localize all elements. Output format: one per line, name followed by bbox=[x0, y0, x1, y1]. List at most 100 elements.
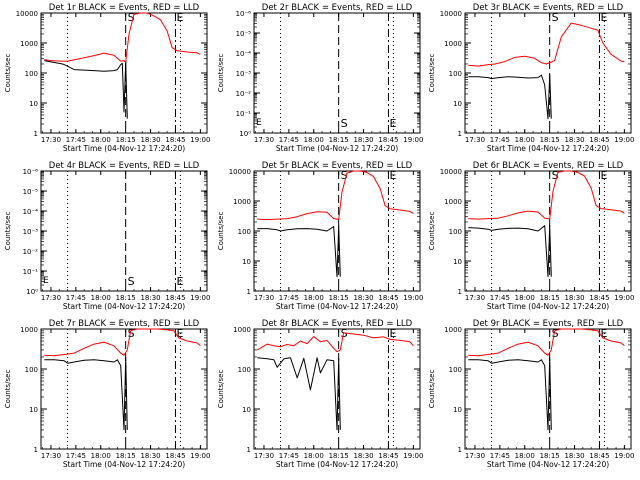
y-tick-label: 100 bbox=[238, 366, 251, 374]
x-tick-label: 17:30 bbox=[41, 452, 61, 460]
panel-det-2: Det 2r BLACK = Events, RED = LLD 17:30 17:… bbox=[217, 3, 423, 153]
marker-s: S bbox=[128, 275, 135, 288]
panel-det-4: Det 4r BLACK = Events, RED = LLD 17:30 17:… bbox=[4, 161, 210, 311]
x-tick-label: 17:30 bbox=[465, 136, 485, 144]
x-tick-label: 18:15 bbox=[329, 452, 349, 460]
panel-title: Det 9r BLACK = Events, RED = LLD bbox=[473, 319, 624, 329]
x-tick-label: 18:00 bbox=[515, 136, 535, 144]
marker-e: E bbox=[176, 11, 183, 24]
events-series-line bbox=[257, 225, 341, 278]
panel-det-3: Det 3r BLACK = Events, RED = LLD 17:30 17:… bbox=[428, 3, 634, 153]
y-tick-label: 1000 bbox=[20, 40, 38, 48]
y-axis-label: Counts/sec bbox=[217, 212, 225, 251]
y-tick-label: 1 bbox=[458, 446, 462, 454]
x-tick-label: 18:00 bbox=[515, 294, 535, 302]
y-tick-label: 10⁰ bbox=[239, 130, 251, 138]
x-tick-label: 18:15 bbox=[540, 294, 560, 302]
x-tick-label: 17:45 bbox=[279, 452, 299, 460]
x-tick-label: 18:45 bbox=[378, 452, 398, 460]
x-tick-label: 17:45 bbox=[490, 452, 510, 460]
y-axis-label: Counts/sec bbox=[217, 370, 225, 409]
marker-e: E bbox=[176, 275, 183, 288]
x-tick-label: 18:15 bbox=[540, 452, 560, 460]
y-tick-label: 10⁻⁴ bbox=[236, 50, 252, 58]
panel-title: Det 4r BLACK = Events, RED = LLD bbox=[49, 161, 200, 171]
events-series-line bbox=[468, 224, 552, 278]
lld-series-line bbox=[44, 12, 201, 63]
x-tick-label: 18:30 bbox=[564, 452, 584, 460]
y-axis-label: Counts/sec bbox=[4, 212, 12, 251]
x-tick-label: 17:30 bbox=[41, 136, 61, 144]
y-tick-label: 10⁻⁴ bbox=[23, 208, 39, 216]
y-tick-label: 10 bbox=[29, 406, 38, 414]
x-tick-label: 17:30 bbox=[254, 136, 274, 144]
y-tick-label: 1000 bbox=[444, 198, 462, 206]
y-tick-label: 100 bbox=[449, 70, 462, 78]
x-axis-label: Start Time (04-Nov-12 17:24:20) bbox=[487, 302, 609, 311]
y-tick-label: 1 bbox=[458, 288, 462, 296]
x-tick-label: 18:30 bbox=[564, 294, 584, 302]
x-tick-label: 19:00 bbox=[190, 452, 210, 460]
marker-s: S bbox=[128, 11, 135, 24]
x-tick-label: 18:15 bbox=[329, 294, 349, 302]
x-axis-label: Start Time (04-Nov-12 17:24:20) bbox=[63, 144, 185, 153]
y-tick-label: 10⁻⁵ bbox=[236, 30, 252, 38]
y-tick-label: 10 bbox=[242, 258, 251, 266]
marker-s: S bbox=[128, 327, 135, 340]
y-tick-label: 100 bbox=[449, 228, 462, 236]
y-tick-label: 1 bbox=[458, 130, 462, 138]
x-tick-label: 18:00 bbox=[304, 136, 324, 144]
panel-title: Det 5r BLACK = Events, RED = LLD bbox=[262, 161, 413, 171]
panel-title: Det 1r BLACK = Events, RED = LLD bbox=[49, 3, 200, 13]
y-tick-label: 100 bbox=[238, 228, 251, 236]
marker-s: S bbox=[552, 327, 559, 340]
x-tick-label: 18:15 bbox=[540, 136, 560, 144]
y-tick-label: 1000 bbox=[233, 326, 251, 334]
y-tick-label: 1000 bbox=[444, 40, 462, 48]
plot-frame bbox=[40, 328, 208, 450]
y-axis-label: Counts/sec bbox=[428, 212, 436, 251]
y-tick-label: 10⁻³ bbox=[23, 228, 39, 236]
y-tick-label: 1 bbox=[247, 446, 251, 454]
y-tick-label: 10 bbox=[453, 406, 462, 414]
marker-e: E bbox=[600, 327, 607, 340]
events-series-line bbox=[468, 73, 552, 120]
x-axis-label: Start Time (04-Nov-12 17:24:20) bbox=[63, 460, 185, 469]
y-tick-label: 10 bbox=[29, 100, 38, 108]
x-tick-label: 17:45 bbox=[279, 294, 299, 302]
panel-det-5: Det 5r BLACK = Events, RED = LLD 17:30 17:… bbox=[217, 161, 423, 311]
x-tick-label: 18:00 bbox=[515, 452, 535, 460]
panel-title: Det 6r BLACK = Events, RED = LLD bbox=[473, 161, 624, 171]
x-tick-label: 18:30 bbox=[353, 452, 373, 460]
marker-e: E bbox=[389, 169, 396, 182]
x-axis-label: Start Time (04-Nov-12 17:24:20) bbox=[487, 144, 609, 153]
y-axis-label: Counts/sec bbox=[4, 54, 12, 93]
y-tick-label: 100 bbox=[25, 366, 38, 374]
y-tick-label: 10⁰ bbox=[26, 288, 38, 296]
marker-s: S bbox=[341, 169, 348, 182]
events-series-line bbox=[257, 357, 341, 431]
y-tick-label: 10 bbox=[242, 406, 251, 414]
x-tick-label: 19:00 bbox=[190, 294, 210, 302]
y-axis-label: Counts/sec bbox=[4, 370, 12, 409]
x-tick-label: 18:45 bbox=[378, 136, 398, 144]
lld-series-line bbox=[257, 170, 414, 221]
x-tick-label: 17:45 bbox=[66, 136, 86, 144]
x-tick-label: 19:00 bbox=[403, 452, 423, 460]
x-tick-label: 18:45 bbox=[165, 452, 185, 460]
panel-title: Det 2r BLACK = Events, RED = LLD bbox=[262, 3, 413, 13]
plot-frame bbox=[253, 328, 421, 450]
lld-series-line bbox=[257, 332, 414, 353]
y-tick-label: 10⁻² bbox=[236, 90, 252, 98]
y-tick-label: 10⁻² bbox=[23, 248, 39, 256]
x-tick-label: 18:30 bbox=[140, 294, 160, 302]
y-tick-label: 10000 bbox=[440, 10, 462, 18]
plot-frame bbox=[253, 12, 421, 134]
x-tick-label: 17:30 bbox=[465, 452, 485, 460]
panel-title: Det 3r BLACK = Events, RED = LLD bbox=[473, 3, 624, 13]
y-axis-label: Counts/sec bbox=[428, 370, 436, 409]
x-tick-label: 17:30 bbox=[254, 452, 274, 460]
x-axis-label: Start Time (04-Nov-12 17:24:20) bbox=[276, 302, 398, 311]
x-tick-label: 19:00 bbox=[190, 136, 210, 144]
panel-title: Det 8r BLACK = Events, RED = LLD bbox=[262, 319, 413, 329]
